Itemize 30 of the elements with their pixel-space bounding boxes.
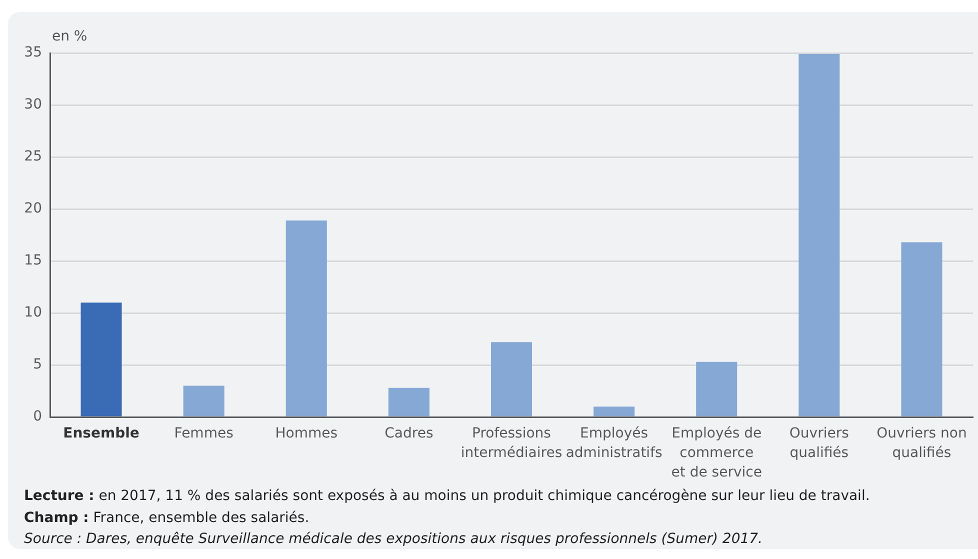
bar bbox=[901, 242, 942, 416]
y-tick-label: 10 bbox=[24, 304, 42, 321]
x-tick-label: Hommes bbox=[275, 425, 338, 442]
bar bbox=[490, 342, 532, 416]
bar bbox=[696, 362, 738, 416]
bar bbox=[798, 54, 840, 416]
text: Lecture : en 2017, 11 % des salariés sont exposés à au moins un produit chimique cancérogène sur leur lieu de travail. bbox=[24, 487, 870, 506]
y-tick-label: 20 bbox=[24, 200, 42, 217]
y-axis-title: en % bbox=[52, 28, 88, 45]
y-tick-label: 0 bbox=[33, 408, 42, 425]
x-tick-label: Professions intermédiaires bbox=[460, 425, 562, 462]
text: Champ : France, ensemble des salariés. bbox=[24, 508, 310, 528]
y-tick-label: 25 bbox=[24, 148, 42, 165]
x-tick-label: Ouvriers qualifiés bbox=[789, 425, 849, 462]
x-tick-label: Employés de commerce et de service bbox=[671, 425, 762, 481]
y-tick-label: 35 bbox=[24, 44, 42, 61]
y-tick-label: 15 bbox=[24, 252, 42, 269]
bar bbox=[80, 302, 122, 416]
x-tick-label: Employés administratifs bbox=[566, 425, 662, 462]
source-note: Source : Dares, enquête Surveillance médicale des expositions aux risques professionnels (Sumer) 2017. bbox=[24, 530, 764, 549]
x-tick-label: Cadres bbox=[384, 425, 434, 442]
x-tick-label: Ensemble bbox=[63, 425, 140, 442]
y-tick-label: 30 bbox=[24, 96, 42, 113]
bar bbox=[286, 220, 327, 416]
bar bbox=[388, 388, 430, 416]
bar bbox=[594, 406, 635, 416]
x-tick-label: Ouvriers non qualifiés bbox=[876, 425, 967, 462]
x-tick-label: Femmes bbox=[174, 425, 234, 442]
bar bbox=[183, 386, 224, 416]
y-tick-label: 5 bbox=[33, 356, 42, 373]
